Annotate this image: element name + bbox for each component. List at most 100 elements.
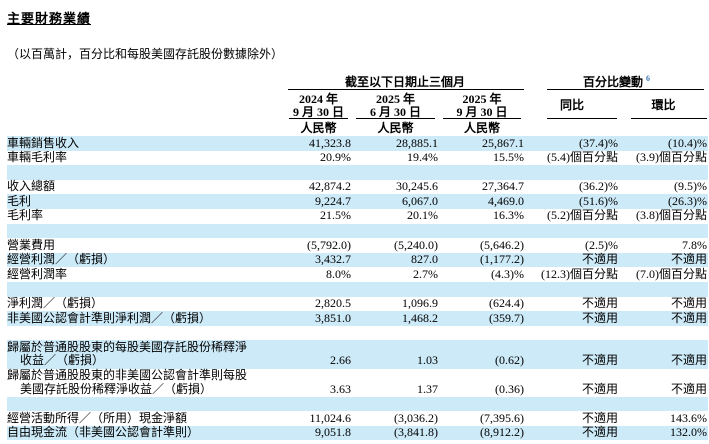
row-label: 經營利潤／（虧損） bbox=[7, 253, 285, 268]
value-cell: (4.3)% bbox=[491, 266, 525, 281]
value-cell: 21.5% bbox=[320, 208, 351, 223]
value-cell: 1.37 bbox=[417, 381, 438, 396]
table-body: 車輛銷售收入 41,323.8 28,885.1 25,867.1 (37.4)% (10… bbox=[7, 135, 709, 441]
value-cell: 不適用 bbox=[671, 353, 708, 368]
row-label: 車輛毛利率 bbox=[7, 150, 285, 166]
value-cell: (2.5)% bbox=[585, 237, 619, 252]
pct-change-group-header: 百分比變動 6 bbox=[525, 73, 708, 90]
yoy-label: 同比 bbox=[560, 97, 585, 112]
row-label-line2: 美國存託股份稀釋淨收益／（虧損） bbox=[20, 381, 213, 396]
row-label-line1: 非美國公認會計準則淨利潤／（虧損） bbox=[7, 310, 212, 325]
row-label-line1: 歸屬於普通股股東的每股美國存託股份稀釋淨 bbox=[7, 339, 248, 354]
value-cell: 28,885.1 bbox=[396, 135, 438, 150]
column-underline bbox=[289, 118, 348, 119]
value-cell: (5,240.0) bbox=[394, 237, 438, 252]
currency-label: 人民幣 bbox=[300, 121, 337, 135]
value-cell: (624.4) bbox=[489, 296, 525, 311]
value-cell: 6,067.0 bbox=[402, 193, 438, 208]
period-date: 9 月 30 日 bbox=[292, 105, 344, 119]
group-header-row: 截至以下日期止三個月 百分比變動 6 bbox=[7, 73, 708, 90]
footnote-reference: 6 bbox=[646, 74, 651, 83]
row-label-line1: 經營利潤率 bbox=[7, 266, 68, 281]
page-title: 主要財務業績 bbox=[7, 11, 92, 26]
value-cell: 7.8% bbox=[682, 237, 708, 252]
value-cell: 不適用 bbox=[582, 410, 619, 425]
value-cell: 不適用 bbox=[582, 310, 619, 325]
period-year: 2024 年 bbox=[298, 92, 338, 106]
spacer-row bbox=[7, 396, 709, 412]
table-row: 經營活動所得／（所用）現金淨額 11,024.6 (3,036.2) (7,395.6… bbox=[7, 411, 708, 426]
row-label-line1: 淨利潤／（虧損） bbox=[7, 296, 104, 311]
row-label-line1: 收入總額 bbox=[7, 179, 56, 194]
value-cell: (5.2)個百分點 bbox=[547, 208, 619, 223]
table-row: 淨利潤／（虧損） 2,820.5 1,096.9 (624.4) 不適用 不適用 bbox=[7, 296, 708, 312]
periods-group-label: 截至以下日期止三個月 bbox=[345, 75, 466, 89]
currency-label: 人民幣 bbox=[464, 121, 501, 135]
period-year: 2025 年 bbox=[375, 92, 415, 106]
row-label-line1: 歸屬於普通股股東的非美國公認會計準則每股 bbox=[7, 368, 248, 382]
table-row: 歸屬於普通股股東的非美國公認會計準則每股 美國存託股份稀釋淨收益／（虧損） 3.63… bbox=[7, 368, 708, 397]
date-header-row: 2024 年 9 月 30 日 2025 年 6 月 30 日 2025 年 9… bbox=[7, 90, 708, 119]
value-cell: 16.3% bbox=[493, 208, 525, 223]
value-cell: 不適用 bbox=[671, 296, 708, 311]
empty-corner-cell bbox=[7, 73, 285, 90]
table-row: 車輛毛利率 20.9% 19.4% 15.5% (5.4)個百分點 (3.9)個百分點 bbox=[7, 150, 708, 166]
table-row: 車輛銷售收入 41,323.8 28,885.1 25,867.1 (37.4)% (10… bbox=[7, 135, 709, 151]
value-cell: (3,841.8) bbox=[394, 425, 438, 440]
row-label: 營業費用 bbox=[7, 238, 285, 253]
row-label: 經營利潤率 bbox=[7, 267, 285, 282]
value-cell: 2.7% bbox=[413, 266, 438, 281]
value-cell: 19.4% bbox=[407, 150, 438, 165]
row-label: 毛利 bbox=[7, 194, 285, 209]
row-label: 歸屬於普通股股東的非美國公認會計準則每股 美國存託股份稀釋淨收益／（虧損） bbox=[7, 368, 285, 397]
value-cell: 20.1% bbox=[407, 208, 438, 223]
value-cell: 1.03 bbox=[417, 353, 438, 368]
spacer-cell bbox=[7, 326, 708, 341]
value-cell: 42,874.2 bbox=[309, 179, 351, 194]
currency-label: 人民幣 bbox=[377, 121, 414, 135]
spacer-row bbox=[7, 165, 709, 180]
periods-group-header: 截至以下日期止三個月 bbox=[285, 73, 525, 90]
column-underline bbox=[443, 118, 522, 119]
spacer-row bbox=[7, 281, 709, 297]
row-label-line2: 收益／（虧損） bbox=[20, 353, 105, 368]
table-row: 毛利 9,224.7 6,067.0 4,469.0 (51.6)% (26.3)% bbox=[7, 193, 709, 209]
value-cell: 9,224.7 bbox=[315, 193, 351, 208]
spacer-cell bbox=[7, 165, 708, 180]
value-cell: (36.2)% bbox=[579, 179, 619, 194]
period-date: 9 月 30 日 bbox=[456, 105, 508, 119]
column-header-2025-09-30: 2025 年 9 月 30 日 bbox=[439, 90, 525, 119]
period-year: 2025 年 bbox=[462, 92, 502, 106]
value-cell: 9,051.8 bbox=[315, 425, 351, 440]
value-cell: (26.3)% bbox=[668, 193, 708, 208]
value-cell: 27,364.7 bbox=[482, 179, 525, 194]
column-header-2025-06-30: 2025 年 6 月 30 日 bbox=[352, 90, 439, 119]
value-cell: (9.5)% bbox=[674, 179, 708, 194]
value-cell: 不適用 bbox=[582, 252, 619, 267]
table-row: 經營利潤率 8.0% 2.7% (4.3)% (12.3)個百分點 (7.0)個百分點 bbox=[7, 267, 708, 282]
value-cell: 不適用 bbox=[582, 425, 619, 440]
value-cell: (5,792.0) bbox=[307, 237, 351, 252]
row-label: 歸屬於普通股股東的每股美國存託股份稀釋淨 收益／（虧損） bbox=[7, 340, 285, 368]
row-label: 收入總額 bbox=[7, 180, 285, 195]
empty-cell bbox=[619, 119, 708, 136]
pct-change-group-label: 百分比變動 bbox=[583, 75, 644, 89]
row-label-line1: 自由現金流（非美國公認會計準則） bbox=[7, 425, 200, 440]
empty-label-cell bbox=[7, 119, 285, 136]
value-cell: (3.8)個百分點 bbox=[636, 208, 708, 223]
value-cell: (12.3)個百分點 bbox=[541, 266, 619, 281]
value-cell: (5,646.2) bbox=[480, 237, 525, 252]
value-cell: (359.7) bbox=[489, 310, 525, 325]
value-cell: (51.6)% bbox=[579, 193, 619, 208]
value-cell: 不適用 bbox=[582, 296, 619, 311]
row-label: 淨利潤／（虧損） bbox=[7, 296, 285, 312]
row-label-line1: 毛利率 bbox=[7, 208, 44, 223]
spacer-cell bbox=[7, 397, 708, 412]
value-cell: 11,024.6 bbox=[309, 410, 351, 425]
units-note: （以百萬計，百分比和每股美國存託股份數據除外） bbox=[7, 47, 284, 61]
row-label-line1: 車輛銷售收入 bbox=[7, 135, 80, 150]
value-cell: 4,469.0 bbox=[488, 193, 525, 208]
value-cell: 不適用 bbox=[671, 252, 708, 267]
pct-change-group-underline bbox=[547, 89, 705, 90]
row-label-line1: 營業費用 bbox=[7, 237, 56, 252]
